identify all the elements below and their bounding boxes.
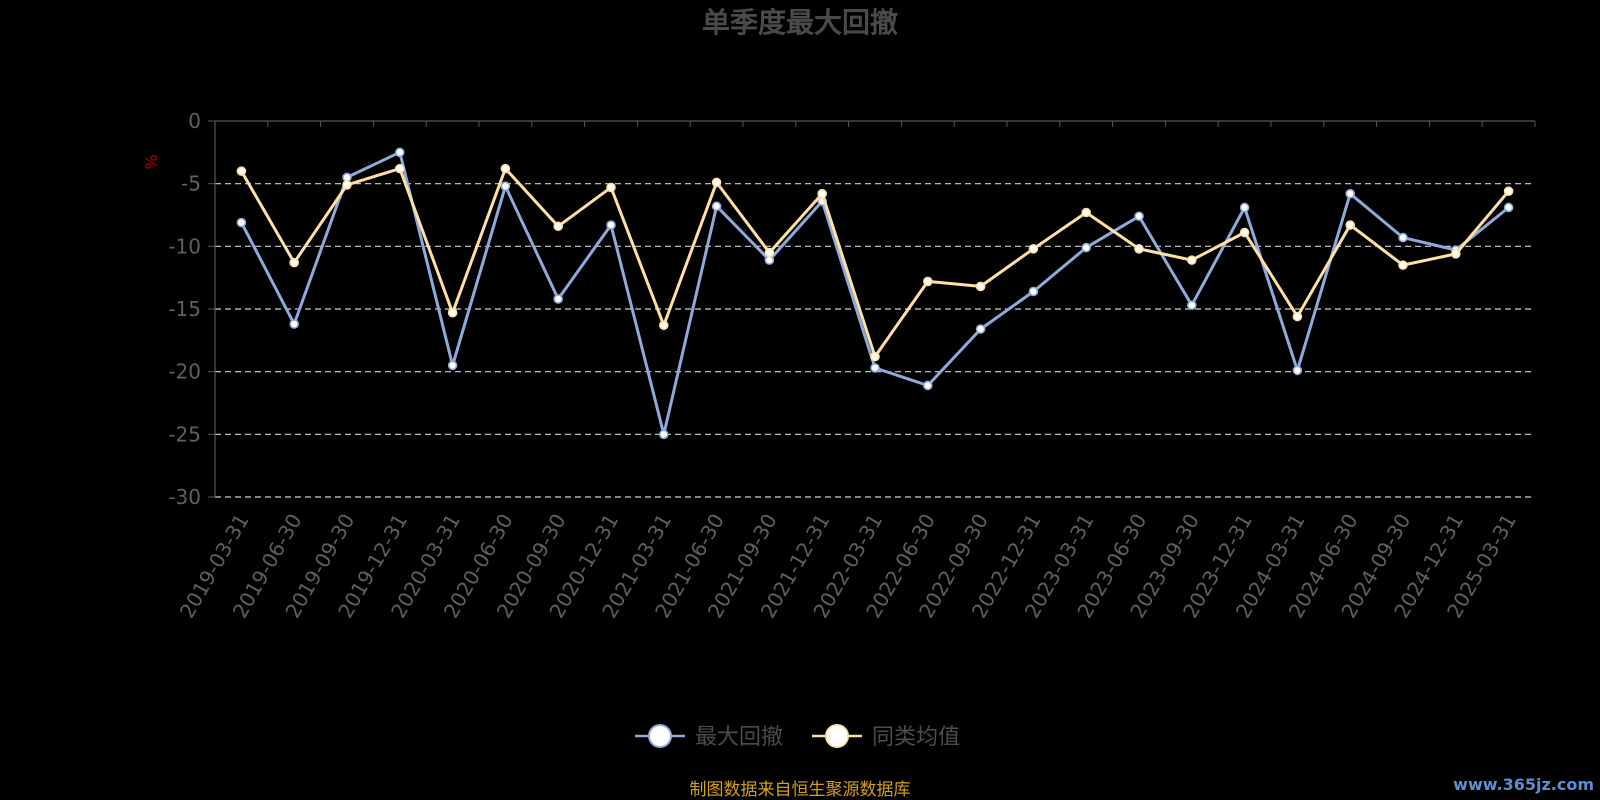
data-point <box>606 220 616 230</box>
data-point <box>553 294 564 304</box>
legend-marker <box>825 724 849 748</box>
data-point <box>500 163 511 174</box>
data-point <box>1398 260 1408 270</box>
series <box>236 147 1514 440</box>
data-point <box>870 351 880 362</box>
data-point <box>1239 227 1250 238</box>
data-point <box>817 188 828 199</box>
data-point <box>658 320 669 331</box>
data-point <box>1081 207 1091 218</box>
data-point <box>975 324 986 334</box>
data-point <box>711 177 722 188</box>
data-point <box>764 247 775 258</box>
y-tick-label: -10 <box>168 234 201 258</box>
axes <box>208 120 1536 498</box>
data-point <box>1187 255 1197 265</box>
grid-lines <box>215 183 1535 498</box>
data-point <box>922 276 933 287</box>
data-point <box>1028 286 1039 297</box>
watermark-text: www.365jz.com <box>1453 775 1594 794</box>
y-tick-label: 0 <box>188 109 201 133</box>
data-point <box>289 257 300 268</box>
data-point <box>236 217 247 228</box>
data-point <box>1292 311 1303 322</box>
y-tick-label: -15 <box>168 297 201 321</box>
data-point <box>500 181 511 191</box>
data-point <box>606 182 616 193</box>
y-tick-label: -30 <box>168 485 201 509</box>
y-tick-label: -5 <box>181 172 201 196</box>
chart-title: 单季度最大回撤 <box>702 6 898 39</box>
data-point <box>922 380 933 391</box>
data-point <box>1345 220 1355 230</box>
y-tick-label: -20 <box>168 360 201 384</box>
data-point <box>1345 188 1355 199</box>
data-source-note: 制图数据来自恒生聚源数据库 <box>690 780 911 800</box>
data-point <box>394 147 405 158</box>
data-point <box>1134 211 1144 222</box>
legend-label: 最大回撤 <box>695 725 783 750</box>
data-point <box>1239 202 1250 213</box>
data-point <box>1451 249 1461 259</box>
data-point <box>870 363 880 373</box>
data-point <box>447 360 458 371</box>
data-point <box>1134 244 1144 254</box>
y-tick-label: -25 <box>168 422 201 446</box>
legend: 最大回撤 同类均值 <box>635 724 960 750</box>
data-point <box>1187 300 1197 311</box>
data-point <box>236 166 247 176</box>
data-point <box>1292 365 1303 376</box>
series-line <box>240 150 1510 436</box>
legend-label: 同类均值 <box>872 725 960 750</box>
data-point <box>975 281 986 292</box>
data-point <box>1028 244 1039 254</box>
y-axis-unit-label: % <box>142 154 161 169</box>
data-point <box>1398 232 1408 243</box>
y-axis-ticks: 0 -5 -10 -15 -20 -25 -30 <box>168 109 201 509</box>
data-point <box>1503 202 1514 213</box>
data-point <box>1503 186 1514 196</box>
data-point <box>342 180 352 190</box>
data-point <box>711 201 722 212</box>
x-axis-ticks: 2019-03-312019-06-302019-09-302019-12-31… <box>175 510 1521 623</box>
data-point <box>289 319 300 329</box>
data-point <box>1081 242 1091 253</box>
data-point <box>658 429 669 440</box>
data-point <box>553 221 564 232</box>
data-point <box>394 163 405 174</box>
legend-marker <box>648 724 672 748</box>
data-point <box>447 307 458 318</box>
series-line <box>240 167 1510 359</box>
